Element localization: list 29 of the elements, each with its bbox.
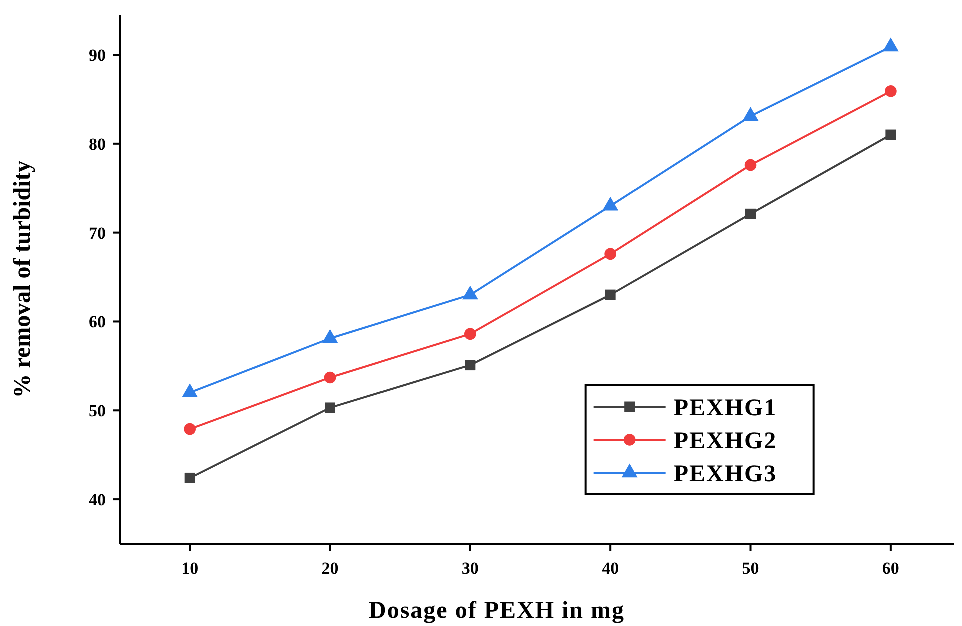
x-tick-label: 10	[182, 559, 199, 578]
point	[184, 472, 196, 484]
x-tick-label: 40	[602, 559, 620, 578]
point	[184, 423, 196, 436]
x-tick-label: 30	[462, 559, 479, 578]
x-tick-label: 20	[322, 559, 339, 578]
y-axis-title: % removal of turbidity	[10, 160, 36, 398]
legend-label: PEXHG2	[674, 428, 778, 454]
point	[886, 130, 896, 140]
legend-label: PEXHG3	[674, 461, 778, 488]
legend-label: PEXHG1	[674, 395, 778, 422]
point	[605, 290, 616, 300]
point	[885, 86, 897, 98]
x-axis-title: Dosage of PEXH in mg	[369, 598, 625, 624]
point	[744, 159, 757, 172]
point	[465, 360, 476, 371]
y-tick-label: 80	[89, 134, 106, 154]
y-tick-label: 90	[89, 46, 106, 65]
point	[604, 248, 617, 260]
point	[325, 402, 336, 414]
x-tick-label: 50	[742, 559, 760, 578]
point	[324, 372, 336, 384]
y-tick-label: 40	[89, 490, 106, 510]
point	[464, 328, 476, 340]
y-tick-label: 60	[89, 312, 106, 332]
y-tick-label: 70	[89, 224, 106, 243]
y-tick-label: 50	[89, 402, 106, 421]
point	[746, 208, 756, 220]
x-tick-label: 60	[882, 559, 900, 578]
